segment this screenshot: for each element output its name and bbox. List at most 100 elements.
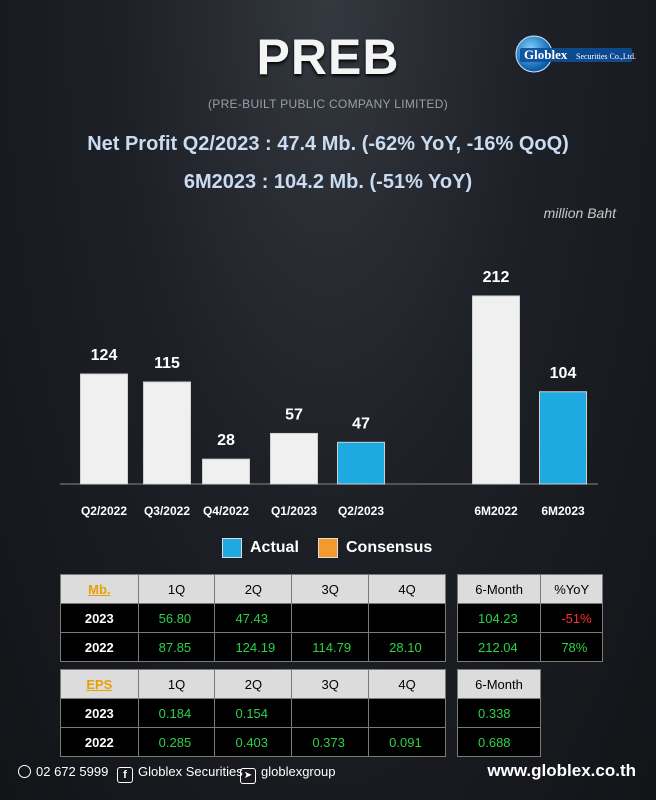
- cell-value: 212.04: [456, 632, 542, 662]
- x-tick-label: 6M2023: [541, 504, 585, 518]
- profit-six-month-table: 6-Month %YoY 104.23 -51% 212.04 78%: [456, 574, 603, 662]
- x-tick-label: Q3/2022: [144, 504, 190, 518]
- phone-icon: [18, 765, 31, 778]
- col-2q: 2Q: [214, 574, 293, 604]
- cell-value: 28.10: [368, 632, 446, 662]
- company-name: (PRE-BUILT PUBLIC COMPANY LIMITED): [207, 97, 449, 111]
- x-tick-label: 6M2022: [474, 504, 518, 518]
- row-year: 2022: [60, 632, 139, 662]
- eps-table-key: EPS: [60, 669, 139, 699]
- headline-quarter: Net Profit Q2/2023 : 47.4 Mb. (-62% YoY,…: [87, 133, 569, 155]
- cell-value: 47.43: [214, 603, 293, 633]
- profit-quarter-table: Mb. 1Q 2Q 3Q 4Q 2023 56.80 47.43 2022 87…: [60, 574, 446, 662]
- cell-value: 56.80: [137, 603, 216, 633]
- data-label: 124: [91, 347, 118, 364]
- col-2q: 2Q: [214, 669, 293, 699]
- data-label: 57: [285, 406, 303, 423]
- col-1q: 1Q: [137, 669, 216, 699]
- cell-yoy: 78%: [540, 632, 603, 662]
- cell-value: 114.79: [291, 632, 370, 662]
- table-row: 0.338: [457, 698, 541, 728]
- row-year: 2023: [60, 603, 139, 633]
- bar-q2-2023: [337, 441, 385, 485]
- table-header-row: EPS 1Q 2Q 3Q 4Q: [60, 669, 446, 699]
- telegram-name: globlexgroup: [261, 764, 336, 779]
- bar-q3-2022: [143, 381, 191, 485]
- table-row: 2023 56.80 47.43: [60, 603, 446, 633]
- table-header-row: 6-Month %YoY: [456, 574, 603, 604]
- cell-value: 104.23: [456, 603, 542, 633]
- bar-6m2023: [539, 391, 587, 485]
- legend-consensus-swatch: [318, 538, 338, 558]
- headline-six-month: 6M2023 : 104.2 Mb. (-51% YoY): [183, 171, 473, 193]
- col-six-month: 6-Month: [456, 574, 542, 604]
- logo-text: Globlex: [524, 47, 568, 62]
- cell-value: 0.688: [457, 727, 541, 757]
- cell-value: [368, 698, 446, 728]
- col-yoy: %YoY: [540, 574, 603, 604]
- cell-yoy: -51%: [540, 603, 603, 633]
- cell-value: [291, 698, 370, 728]
- facebook-icon: f: [117, 767, 133, 783]
- data-label: 212: [483, 269, 510, 286]
- table-row: 2022 87.85 124.19 114.79 28.10: [60, 632, 446, 662]
- facebook-name: Globlex Securities: [138, 764, 243, 779]
- globlex-logo: Globlex Securities Co.,Ltd.: [515, 35, 636, 73]
- footer: 02 672 5999 f Globlex Securities ➤ globlex…: [0, 755, 656, 791]
- col-4q: 4Q: [368, 669, 446, 699]
- eps-quarter-table: EPS 1Q 2Q 3Q 4Q 2023 0.184 0.154 2022 0.…: [60, 669, 446, 757]
- phone-number: 02 672 5999: [36, 764, 109, 779]
- cell-value: [291, 603, 370, 633]
- phone-contact[interactable]: 02 672 5999: [18, 764, 108, 779]
- x-tick-label: Q1/2023: [271, 504, 317, 518]
- row-year: 2023: [60, 698, 139, 728]
- row-year: 2022: [60, 727, 139, 757]
- cell-value: 0.091: [368, 727, 446, 757]
- page-title: PREB: [256, 29, 400, 85]
- data-label: 104: [550, 365, 577, 382]
- cell-value: 0.154: [214, 698, 293, 728]
- eps-six-month-table: 6-Month 0.338 0.688: [457, 669, 541, 757]
- website-link[interactable]: www.globlex.co.th: [487, 761, 636, 780]
- bar-q1-2023: [270, 432, 318, 485]
- cell-value: [368, 603, 446, 633]
- cell-value: 124.19: [214, 632, 293, 662]
- bar-6m2022: [472, 295, 520, 485]
- logo-subtext: Securities Co.,Ltd.: [576, 52, 636, 61]
- telegram-icon: ➤: [240, 768, 256, 784]
- table-header-row: 6-Month: [457, 669, 541, 699]
- col-3q: 3Q: [291, 669, 370, 699]
- unit-label: million Baht: [543, 205, 616, 221]
- legend-actual-label: Actual: [250, 539, 299, 556]
- table-header-row: Mb. 1Q 2Q 3Q 4Q: [60, 574, 446, 604]
- cell-value: 0.184: [137, 698, 216, 728]
- telegram-contact[interactable]: ➤ globlexgroup: [240, 764, 335, 784]
- col-six-month: 6-Month: [457, 669, 541, 699]
- net-profit-bar-chart: 124 Q2/2022 115 Q3/2022 28 Q4/2022 57 Q1/2023 47…: [60, 269, 598, 518]
- cell-value: 0.285: [137, 727, 216, 757]
- bar-q2-2022: [80, 373, 128, 485]
- legend-actual: Actual: [222, 538, 299, 558]
- table-row: 0.688: [457, 727, 541, 757]
- data-label: 115: [154, 355, 180, 372]
- col-4q: 4Q: [368, 574, 446, 604]
- facebook-contact[interactable]: f Globlex Securities: [117, 764, 243, 783]
- cell-value: 87.85: [137, 632, 216, 662]
- col-1q: 1Q: [137, 574, 216, 604]
- data-label: 28: [217, 432, 235, 449]
- cell-value: 0.373: [291, 727, 370, 757]
- data-label: 47: [352, 415, 370, 432]
- table-row: 104.23 -51%: [456, 603, 603, 633]
- x-tick-label: Q4/2022: [203, 504, 249, 518]
- table-row: 2023 0.184 0.154: [60, 698, 446, 728]
- x-tick-label: Q2/2023: [338, 504, 384, 518]
- x-tick-label: Q2/2022: [81, 504, 127, 518]
- bar-q4-2022: [202, 458, 250, 485]
- table-row: 212.04 78%: [456, 632, 603, 662]
- legend-consensus: Consensus: [318, 538, 432, 558]
- legend-actual-swatch: [222, 538, 242, 558]
- cell-value: 0.403: [214, 727, 293, 757]
- profit-table-key: Mb.: [60, 574, 139, 604]
- table-row: 2022 0.285 0.403 0.373 0.091: [60, 727, 446, 757]
